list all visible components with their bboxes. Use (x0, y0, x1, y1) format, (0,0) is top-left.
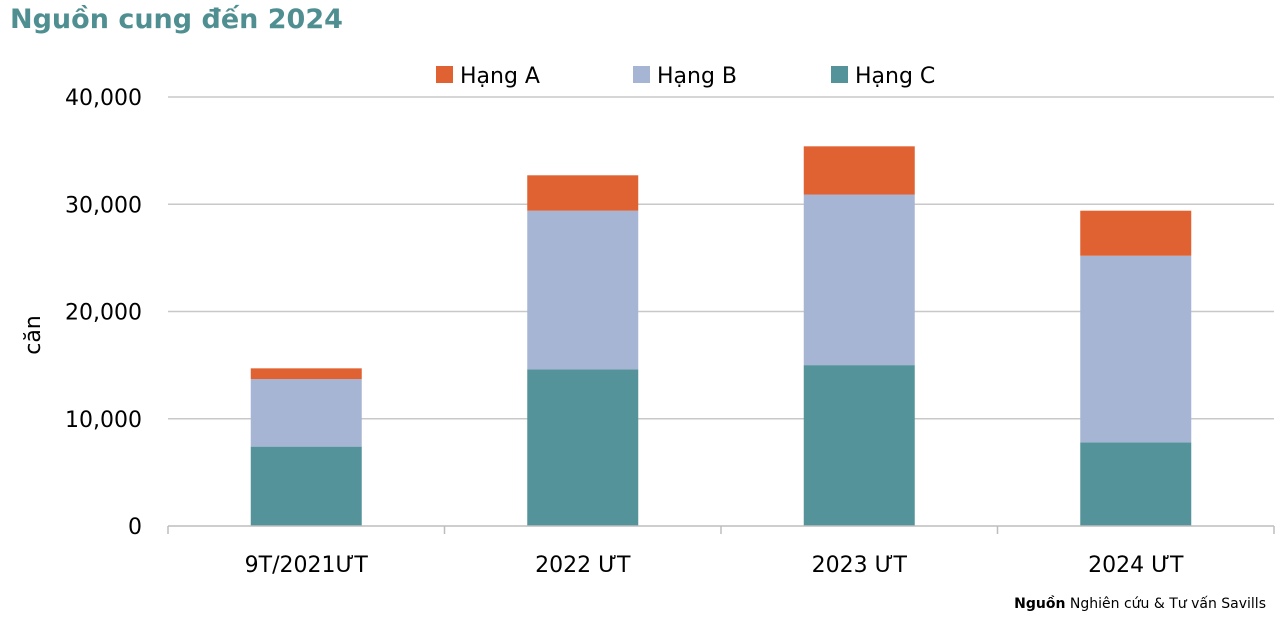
legend-swatch (633, 66, 650, 83)
bar-segment (1080, 442, 1192, 526)
y-tick-label: 0 (128, 515, 142, 540)
y-tick-label: 10,000 (65, 408, 142, 433)
bar-segment (527, 210, 639, 370)
bar-segment (250, 446, 362, 526)
legend-label: Hạng C (855, 64, 935, 89)
bar-segment (803, 146, 915, 195)
bar-segment (1080, 210, 1192, 256)
y-tick-label: 30,000 (65, 193, 142, 218)
bar-segment (803, 194, 915, 366)
bars (250, 146, 1192, 526)
legend-label: Hạng B (657, 64, 737, 89)
source-label: Nguồn (1014, 596, 1066, 612)
axes: 0 10,000 20,000 30,000 40,000 9T/2021ƯT 2022 Ư… (65, 86, 1275, 578)
bar-segment (250, 379, 362, 447)
legend-swatch (436, 66, 453, 83)
bar-segment (1080, 255, 1192, 443)
y-axis-label: căn (21, 315, 46, 355)
y-tick-label: 40,000 (65, 86, 142, 111)
source-text: Nghiên cứu & Tư vấn Savills (1069, 596, 1266, 612)
source-note: Nguồn Nghiên cứu & Tư vấn Savills (1014, 596, 1266, 612)
bar-segment (527, 175, 639, 211)
legend: Hạng A Hạng B Hạng C (436, 64, 935, 89)
chart-title: Nguồn cung đến 2024 (10, 4, 343, 35)
y-tick-label: 20,000 (65, 301, 142, 326)
x-tick-label: 2024 ƯT (1088, 553, 1184, 578)
bar-segment (803, 365, 915, 526)
bar-segment (527, 369, 639, 526)
x-tick-label: 2022 ƯT (535, 553, 631, 578)
bar-segment (250, 368, 362, 380)
legend-swatch (831, 66, 848, 83)
legend-label: Hạng A (460, 64, 540, 89)
x-tick-label: 2023 ƯT (812, 553, 908, 578)
x-tick-label: 9T/2021ƯT (245, 553, 369, 578)
